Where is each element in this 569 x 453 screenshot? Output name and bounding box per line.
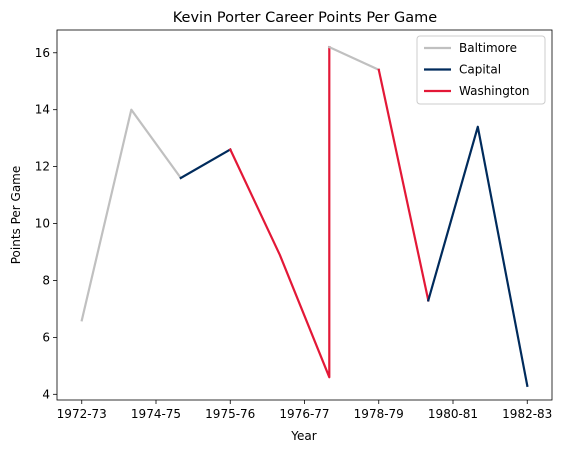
y-tick-label: 12: [35, 160, 50, 174]
series-line-capital-6: [426, 125, 529, 388]
y-tick-label: 4: [42, 387, 50, 401]
legend: Baltimore Capital Washington: [416, 35, 546, 105]
x-tick-label: 1974-75: [131, 407, 181, 421]
x-tick-label: 1975-76: [205, 407, 255, 421]
chart-title: Kevin Porter Career Points Per Game: [173, 10, 438, 26]
x-tick-label: 1972-73: [57, 407, 107, 421]
y-tick-label: 14: [35, 103, 50, 117]
legend-box: [416, 35, 546, 105]
series-line-baltimore-1: [80, 108, 183, 322]
y-tick-label: 10: [35, 217, 50, 231]
x-tick-label: 1980-81: [428, 407, 478, 421]
x-tick-label: 1978-79: [354, 407, 404, 421]
legend-label-washington: Washington: [459, 84, 530, 98]
series-line-washington-5: [377, 68, 430, 302]
series-line-washington-3: [228, 45, 331, 379]
x-tick-label: 1982-83: [502, 407, 552, 421]
legend-label-capital: Capital: [459, 63, 501, 77]
series-line-capital-2: [179, 147, 232, 180]
y-tick-label: 8: [42, 273, 50, 287]
y-tick-label: 6: [42, 330, 50, 344]
legend-label-baltimore: Baltimore: [459, 41, 517, 55]
y-axis: 4 6 8 10 12 14 16: [35, 46, 57, 401]
y-axis-title: Points Per Game: [9, 166, 23, 265]
x-axis-title: Year: [290, 429, 316, 443]
series-line-baltimore-4: [327, 45, 381, 72]
plot-area: [80, 45, 529, 388]
x-tick-label: 1976-77: [279, 407, 329, 421]
y-tick-label: 16: [35, 46, 50, 60]
x-axis: 1972-73 1974-75 1975-76 1976-77 1978-79 1980-…: [57, 400, 552, 421]
